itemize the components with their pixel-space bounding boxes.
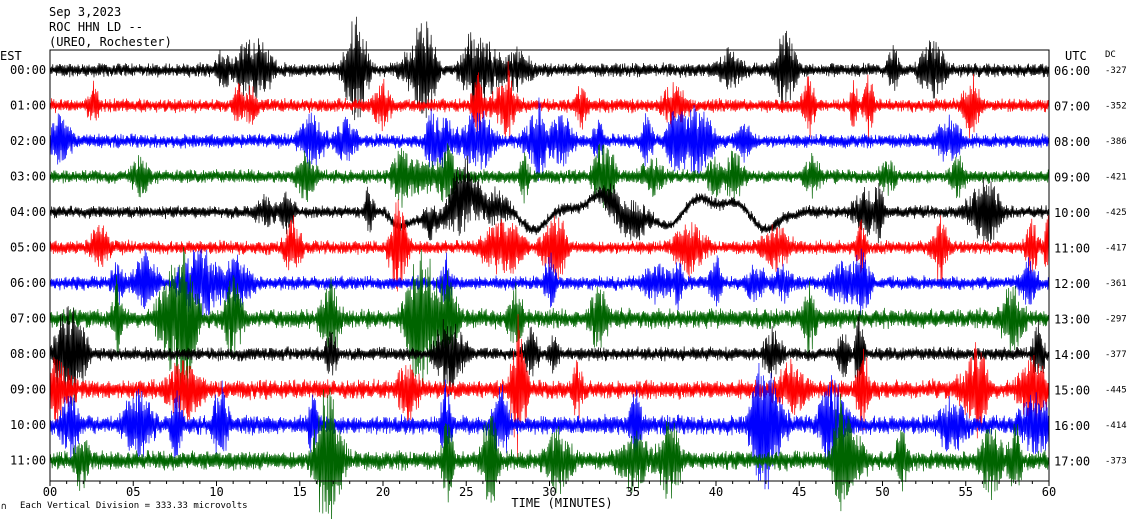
x-tick-label: 25: [459, 485, 473, 499]
x-tick-label: 60: [1042, 485, 1056, 499]
trace-layer: [49, 16, 1050, 519]
est-hour-label: 02:00: [10, 134, 46, 148]
dc-offset-labels: -327 -352 -386 -421 -425 -417 -361 -297 -377 -445…: [1105, 66, 1127, 467]
est-hour-label: 00:00: [10, 63, 46, 77]
x-tick-label: 55: [959, 485, 973, 499]
x-tick-label: 10: [209, 485, 223, 499]
est-hour-label: 08:00: [10, 347, 46, 361]
utc-hour-label: 10:00: [1054, 206, 1090, 220]
trace-line: [49, 306, 1050, 406]
dc-offset-label: -327: [1105, 66, 1127, 76]
x-axis-ticks: 00 05 10 15 20 25 30 35 40 45 50 55 60: [43, 481, 1056, 499]
utc-hour-label: 12:00: [1054, 277, 1090, 291]
est-hour-label: 11:00: [10, 454, 46, 468]
dc-offset-label: -417: [1105, 244, 1127, 254]
dc-offset-label: -361: [1105, 279, 1127, 289]
dc-offset-label: -425: [1105, 208, 1127, 218]
x-tick-label: 50: [875, 485, 889, 499]
est-hour-label: 01:00: [10, 99, 46, 113]
est-hour-label: 04:00: [10, 205, 46, 219]
x-tick-label: 05: [126, 485, 140, 499]
x-axis-label: TIME (MINUTES): [511, 496, 612, 510]
dc-offset-label: -297: [1105, 315, 1127, 325]
utc-hour-label: 14:00: [1054, 348, 1090, 362]
utc-hour-label: 11:00: [1054, 242, 1090, 256]
x-tick-label: 35: [626, 485, 640, 499]
footer-scale-note: Each Vertical Division = 333.33 microvol…: [20, 501, 248, 511]
header-date: Sep 3,2023: [49, 5, 121, 19]
utc-hour-label: 16:00: [1054, 419, 1090, 433]
est-hour-label: 03:00: [10, 170, 46, 184]
header-station: ROC HHN LD --: [49, 20, 143, 34]
utc-hour-label: 06:00: [1054, 64, 1090, 78]
left-zone-label: EST: [0, 49, 22, 63]
trace-line: [49, 387, 1050, 519]
x-tick-label: 00: [43, 485, 57, 499]
x-tick-label: 15: [293, 485, 307, 499]
trace-line: [49, 155, 1050, 244]
dc-offset-label: -445: [1105, 386, 1127, 396]
dc-offset-label: -352: [1105, 102, 1127, 112]
dc-offset-label: -421: [1105, 173, 1127, 183]
trace-line: [49, 248, 1050, 318]
utc-hour-label: 09:00: [1054, 171, 1090, 185]
trace-line: [49, 143, 1050, 209]
x-tick-label: 45: [792, 485, 806, 499]
utc-hour-labels: 06:00 07:00 08:00 09:00 10:00 11:00 12:00 13:00…: [1054, 64, 1090, 469]
trace-line: [49, 16, 1050, 121]
x-tick-label: 30: [542, 485, 556, 499]
est-hour-label: 10:00: [10, 418, 46, 432]
utc-hour-label: 08:00: [1054, 135, 1090, 149]
utc-hour-label: 17:00: [1054, 455, 1090, 469]
est-hour-label: 05:00: [10, 241, 46, 255]
utc-hour-label: 15:00: [1054, 384, 1090, 398]
dc-offset-label: -373: [1105, 457, 1127, 467]
est-hour-label: 07:00: [10, 312, 46, 326]
est-hour-labels: 00:00 01:00 02:00 03:00 04:00 05:00 06:00 07:00…: [10, 63, 46, 468]
dc-offset-label: -414: [1105, 421, 1127, 431]
dc-offset-label: -377: [1105, 350, 1127, 360]
trace-line: [49, 314, 1050, 458]
header-network: (UREO, Rochester): [49, 35, 172, 49]
est-hour-label: 09:00: [10, 383, 46, 397]
right-zone-label: UTC: [1065, 49, 1087, 63]
trace-line: [49, 61, 1050, 143]
est-hour-label: 06:00: [10, 276, 46, 290]
utc-hour-label: 07:00: [1054, 100, 1090, 114]
trace-line: [49, 97, 1050, 181]
dc-header: DC: [1105, 50, 1116, 60]
dc-offset-label: -386: [1105, 137, 1127, 147]
x-tick-label: 20: [376, 485, 390, 499]
utc-hour-label: 13:00: [1054, 313, 1090, 327]
footer-mark: ∩: [1, 502, 6, 512]
trace-line: [49, 246, 1050, 397]
trace-line: [49, 362, 1050, 490]
x-tick-label: 40: [709, 485, 723, 499]
